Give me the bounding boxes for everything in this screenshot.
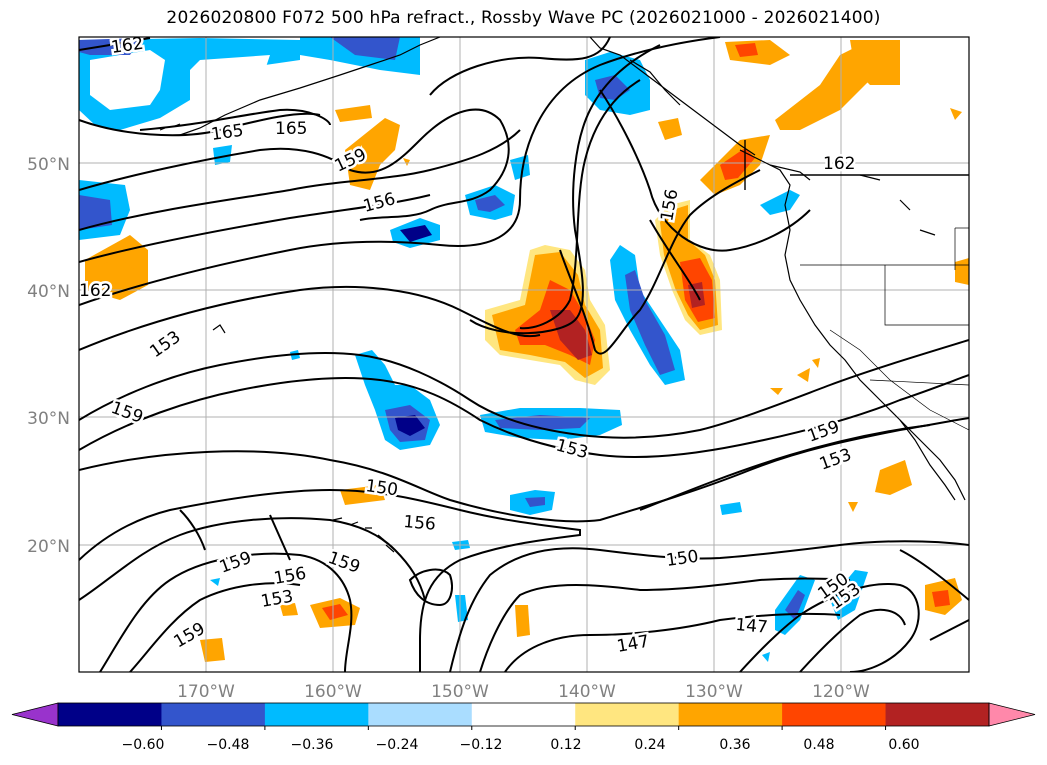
lon-label: 170°W [177, 682, 235, 702]
colorbar-frame [57, 702, 990, 727]
colorbar-tick-label: −0.48 [207, 737, 250, 753]
colorbar-segment [678, 703, 783, 726]
colorbar-tick-label: −0.36 [291, 737, 334, 753]
contour-label: 156 [403, 512, 437, 535]
lon-label: 150°W [431, 682, 489, 702]
contour-label: 162 [823, 154, 855, 174]
colorbar-tick-label: 0.36 [719, 737, 750, 753]
contour-label: 162 [79, 281, 111, 301]
contour-label-147-west: 147 [735, 615, 769, 638]
colorbar-extend-high [988, 702, 1036, 727]
refractivity-contours [79, 37, 969, 672]
colorbar-tick-label: 0.60 [888, 737, 919, 753]
colorbar [11, 702, 1036, 730]
colorbar-tick-label: −0.24 [376, 737, 419, 753]
lon-label: 160°W [304, 682, 362, 702]
colorbar-tick-label: −0.60 [122, 737, 165, 753]
colorbar-segment [782, 703, 887, 726]
colorbar-segment [264, 703, 369, 726]
colorbar-tick-label: 0.12 [550, 737, 581, 753]
colorbar-ticks: −0.60 −0.48 −0.36 −0.24 −0.12 0.12 0.24 … [122, 737, 920, 753]
contour-label: 165 [275, 119, 307, 139]
latitude-labels: 50°N 40°N 30°N 20°N [27, 155, 70, 557]
map-title: 2026020800 F072 500 hPa refract., Rossby… [166, 8, 881, 28]
colorbar-extend-low [11, 702, 59, 727]
lat-label: 50°N [27, 155, 70, 175]
lon-label: 120°W [812, 682, 870, 702]
map-frame [78, 36, 970, 673]
colorbar-segment [575, 703, 680, 726]
colorbar-segment [471, 703, 576, 726]
lon-label: 130°W [685, 682, 743, 702]
lat-label: 30°N [27, 409, 70, 429]
lat-label: 20°N [27, 537, 70, 557]
lat-label: 40°N [27, 282, 70, 302]
colorbar-segment [161, 703, 266, 726]
colorbar-segment [368, 703, 473, 726]
contour-label: 165 [210, 121, 245, 145]
colorbar-segment [58, 703, 162, 726]
colorbar-segment [885, 703, 990, 726]
colorbar-tick-label: 0.24 [634, 737, 665, 753]
lon-label: 140°W [558, 682, 616, 702]
colorbar-tick-label: −0.12 [460, 737, 503, 753]
longitude-labels: 170°W 160°W 150°W 140°W 130°W 120°W [177, 682, 870, 702]
colorbar-tick-label: 0.48 [803, 737, 834, 753]
